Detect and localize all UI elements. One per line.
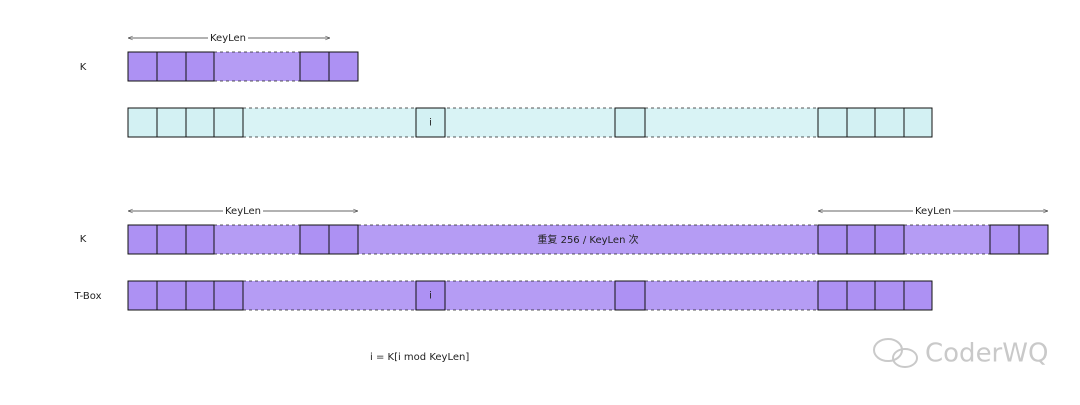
state-row: i <box>127 107 933 138</box>
keylen-label: KeyLen <box>210 33 246 44</box>
watermark-text: CoderWQ <box>925 339 1048 369</box>
row-label: T-Box <box>73 291 101 302</box>
keylen-arrow: KeyLen <box>128 32 330 44</box>
key-row <box>127 51 359 82</box>
key-repeat-row: 重复 256 / KeyLen 次 <box>127 224 1049 255</box>
keylen-arrow: KeyLen <box>818 205 1048 217</box>
repeat-note: 重复 256 / KeyLen 次 <box>537 233 638 246</box>
keylen-label: KeyLen <box>225 206 261 217</box>
formula: i = K[i mod KeyLen] <box>370 352 469 363</box>
row-label: K <box>80 234 87 245</box>
keylen-arrow: KeyLen <box>128 205 358 217</box>
row-label: K <box>80 62 87 73</box>
keylen-label: KeyLen <box>915 206 951 217</box>
tbox-row: i <box>127 280 933 311</box>
cell-index: i <box>429 291 432 302</box>
cell-index: i <box>429 118 432 129</box>
watermark: CoderWQ <box>873 338 1048 369</box>
